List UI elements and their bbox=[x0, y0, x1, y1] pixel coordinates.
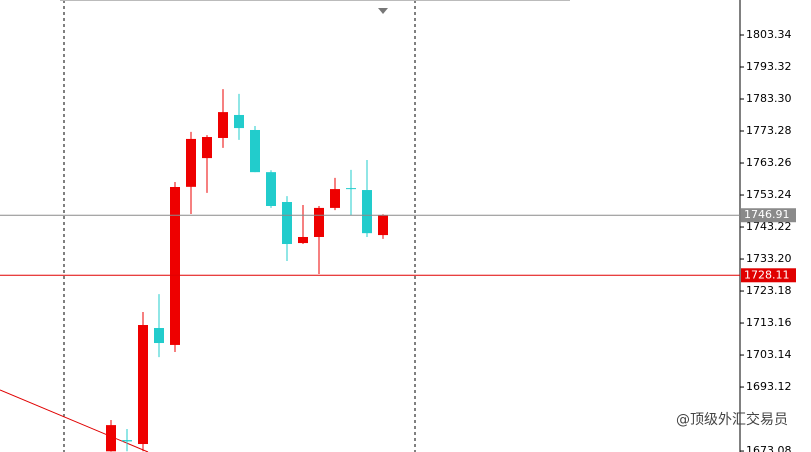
price-label-box bbox=[741, 268, 796, 283]
candle-body bbox=[314, 207, 324, 237]
candle-body bbox=[202, 137, 212, 159]
candle-body bbox=[234, 114, 244, 129]
candle-body bbox=[346, 188, 356, 190]
y-tick-label: 1673.08 bbox=[746, 444, 792, 452]
y-tick-label: 1773.28 bbox=[746, 124, 792, 137]
candle-body bbox=[250, 129, 260, 173]
candle-body bbox=[378, 215, 388, 236]
candle-body bbox=[106, 425, 116, 452]
candle-body bbox=[138, 325, 148, 445]
y-tick-label: 1693.12 bbox=[746, 380, 792, 393]
y-tick-label: 1703.14 bbox=[746, 348, 792, 361]
trend-line bbox=[0, 389, 149, 452]
candle-body bbox=[186, 138, 196, 187]
price-label-box bbox=[741, 208, 796, 223]
candle-body bbox=[330, 189, 340, 208]
y-tick-label: 1783.30 bbox=[746, 92, 792, 105]
y-tick-label: 1803.34 bbox=[746, 28, 792, 41]
y-tick-label: 1733.20 bbox=[746, 252, 792, 265]
candle-body bbox=[266, 172, 276, 207]
candle-body bbox=[154, 328, 164, 344]
y-tick-label: 1763.26 bbox=[746, 156, 792, 169]
y-tick-label: 1713.16 bbox=[746, 316, 792, 329]
y-tick-label: 1793.32 bbox=[746, 60, 792, 73]
chart-shift-marker bbox=[378, 8, 388, 14]
candle-body bbox=[122, 440, 132, 442]
candle-body bbox=[218, 112, 228, 138]
watermark: @顶级外汇交易员 bbox=[676, 411, 788, 428]
y-tick-label: 1753.24 bbox=[746, 188, 792, 201]
price-label: 1728.11 bbox=[744, 268, 790, 281]
candle-body bbox=[282, 202, 292, 245]
candle-body bbox=[170, 187, 180, 345]
y-tick-label: 1743.22 bbox=[746, 220, 792, 233]
price-label: 1746.91 bbox=[744, 208, 790, 221]
candle-body bbox=[362, 190, 372, 234]
candle-body bbox=[298, 236, 308, 244]
y-tick-label: 1723.18 bbox=[746, 284, 792, 297]
